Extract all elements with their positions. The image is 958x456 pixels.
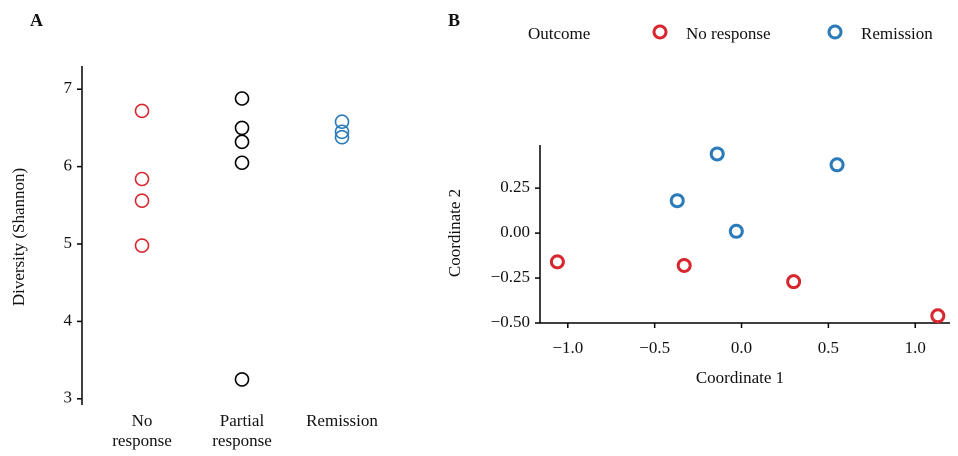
point (134, 238, 150, 253)
y-axis-label: Coordinate 2 (445, 189, 464, 277)
legend-marker (827, 24, 843, 40)
y-tick-label: −0.50 (491, 312, 530, 331)
point (549, 254, 565, 270)
legend-title: Outcome (528, 24, 590, 43)
x-tick-label: response (212, 431, 271, 450)
point (234, 120, 250, 136)
x-tick-label: 0.0 (731, 338, 752, 357)
legend-marker (652, 24, 668, 40)
point (930, 308, 946, 324)
point (709, 146, 725, 162)
point (234, 155, 250, 171)
legend-label: Remission (861, 24, 933, 43)
point (234, 372, 250, 387)
x-tick-label: 1.0 (905, 338, 926, 357)
point (334, 129, 350, 145)
panel-label: A (30, 10, 43, 30)
x-tick-label: Partial (220, 411, 265, 430)
point (234, 91, 250, 106)
point (134, 193, 150, 208)
y-tick-label: 4 (64, 310, 73, 329)
x-tick-label: 0.5 (818, 338, 839, 357)
x-tick-label: response (112, 431, 171, 450)
y-tick-label: 7 (64, 78, 73, 97)
y-axis-label: Diversity (Shannon) (9, 168, 28, 306)
y-tick-label: 0.00 (500, 222, 530, 241)
x-tick-label: −1.0 (552, 338, 583, 357)
point (134, 171, 150, 187)
y-tick-label: 5 (64, 233, 73, 252)
panel-label: B (448, 10, 460, 30)
y-tick-label: 3 (64, 388, 73, 407)
x-axis-label: Coordinate 1 (696, 368, 784, 387)
y-tick-label: 0.25 (500, 177, 530, 196)
x-tick-label: No (132, 411, 153, 430)
point (728, 223, 744, 239)
point (669, 193, 685, 209)
point (334, 114, 350, 130)
y-tick-label: 6 (64, 156, 73, 175)
point (134, 103, 150, 119)
x-tick-label: Remission (306, 411, 378, 430)
point (829, 157, 845, 173)
legend-label: No response (686, 24, 771, 43)
point (334, 124, 350, 140)
point (786, 274, 802, 290)
point (676, 257, 692, 273)
y-tick-label: −0.25 (491, 267, 530, 286)
x-tick-label: −0.5 (639, 338, 670, 357)
point (234, 134, 250, 150)
